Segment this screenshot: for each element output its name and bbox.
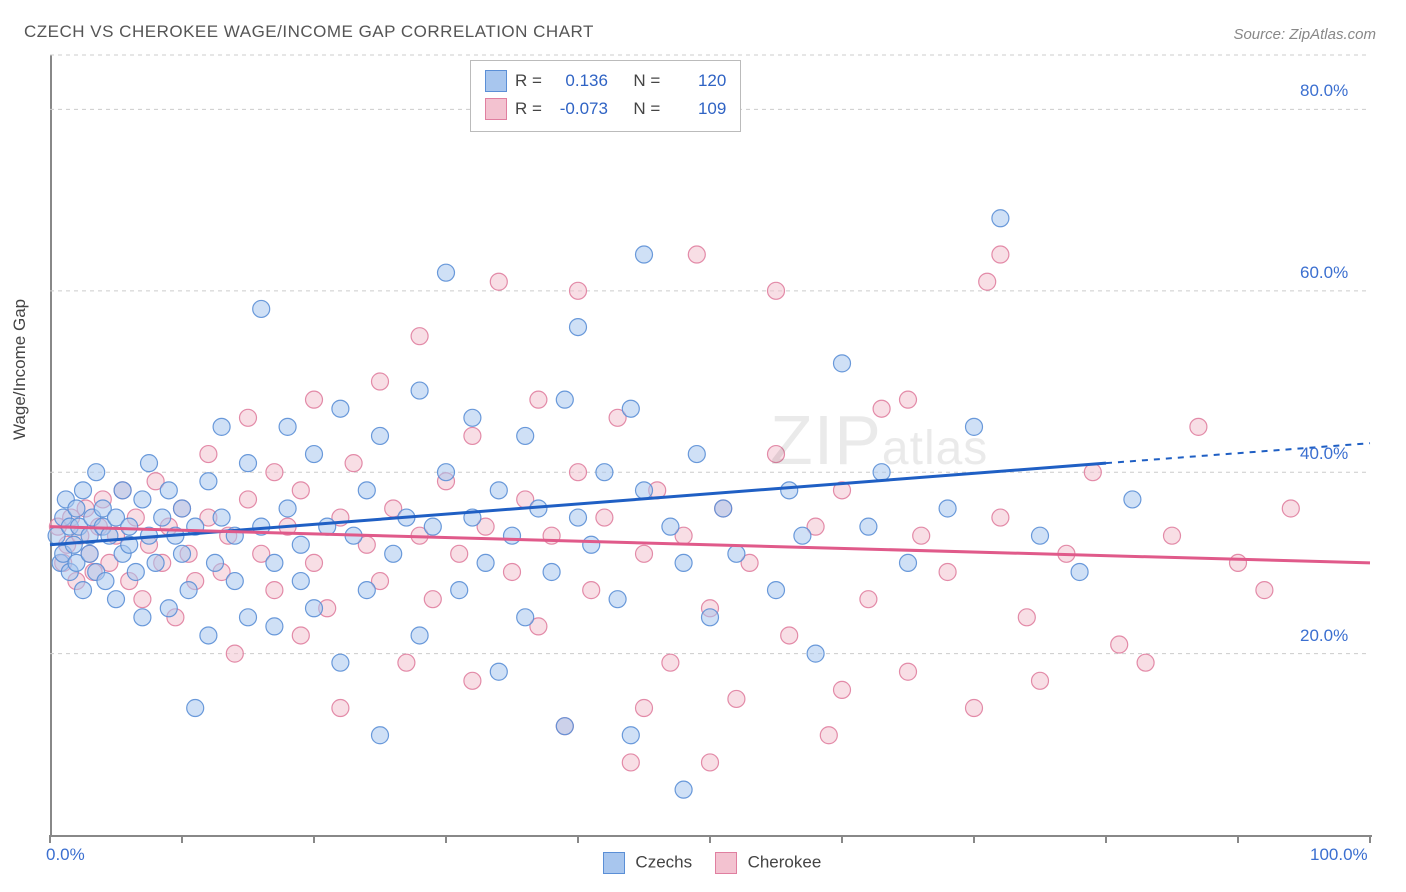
y-axis-label: Wage/Income Gap [10,299,30,440]
y-tick-label: 60.0% [1300,263,1348,283]
legend-label-series2: Cherokee [748,852,822,871]
swatch-series1 [485,70,507,92]
scatter-plot [50,55,1370,835]
x-tick-label: 100.0% [1310,845,1368,865]
stat-row-series2: R = -0.073 N = 109 [485,95,726,123]
source-attribution: Source: ZipAtlas.com [1233,26,1376,43]
y-tick-label: 80.0% [1300,81,1348,101]
legend: Czechs Cherokee [0,852,1406,874]
swatch-series2 [485,98,507,120]
chart-title: CZECH VS CHEROKEE WAGE/INCOME GAP CORREL… [24,22,594,42]
stat-row-series1: R = 0.136 N = 120 [485,67,726,95]
legend-swatch-series1 [603,852,625,874]
legend-swatch-series2 [715,852,737,874]
y-tick-label: 40.0% [1300,444,1348,464]
y-tick-label: 20.0% [1300,626,1348,646]
x-tick-label: 0.0% [46,845,85,865]
legend-label-series1: Czechs [635,852,692,871]
correlation-stats-box: R = 0.136 N = 120 R = -0.073 N = 109 [470,60,741,132]
